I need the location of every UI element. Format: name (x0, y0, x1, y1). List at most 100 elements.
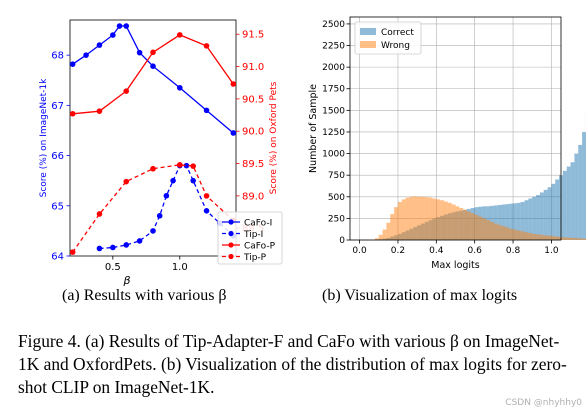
plot-a-ylabel-right: Score (%) on Oxford Pets (269, 81, 279, 194)
hist-bar-wrong (547, 235, 552, 240)
hist-bar-wrong (566, 237, 571, 240)
data-point-tip-i (163, 192, 170, 199)
hist-bar-correct (532, 196, 537, 240)
hist-bar-wrong (509, 228, 514, 240)
hist-bar-wrong (528, 233, 533, 240)
data-point-cafo-p (230, 81, 237, 87)
data-point-tip-p (176, 162, 183, 168)
plot-b-ytick-label: 2250 (322, 42, 345, 52)
hist-bar-wrong (501, 226, 506, 240)
data-point-cafo-i (110, 32, 116, 38)
series-line-tip-i (99, 164, 234, 250)
legend-marker-tip-i (228, 230, 234, 237)
hist-bar-wrong (582, 238, 586, 240)
plot-a-ytick-left-label: 67 (51, 101, 64, 112)
plot-b-ytick-label: 1750 (322, 85, 345, 95)
hist-bar-wrong (505, 227, 510, 240)
plot-a-ylabel-left: Score (%) on ImageNet-1k (39, 78, 49, 198)
data-point-cafo-p (203, 43, 210, 49)
data-point-cafo-i (96, 42, 103, 48)
hist-bar-wrong (467, 211, 471, 240)
hist-bar-correct (520, 201, 525, 240)
hist-bar-wrong (513, 229, 517, 240)
data-point-cafo-p (176, 32, 183, 38)
plot-b-ytick-label: 2500 (322, 20, 345, 30)
plot-b-frame (349, 16, 562, 241)
plot-b-ytick-label: 750 (328, 171, 345, 181)
data-point-cafo-p (69, 110, 76, 117)
hist-bar-correct (501, 204, 506, 240)
hist-bar-wrong (536, 234, 540, 240)
hist-bar-wrong (497, 224, 502, 240)
data-point-cafo-i (116, 23, 123, 29)
plot-a-ytick-right-label: 90.5 (242, 94, 264, 105)
hist-bar-wrong (413, 196, 418, 240)
plot-a-ytick-right-label: 89.0 (242, 191, 264, 202)
hist-bar-wrong (463, 209, 468, 240)
hist-bar-wrong (543, 235, 548, 240)
hist-bar-wrong (440, 200, 444, 240)
hist-bar-wrong (490, 221, 494, 240)
hist-bar-correct (516, 202, 521, 240)
hist-bar-correct (539, 192, 544, 240)
data-point-tip-p (123, 178, 130, 185)
subcaption-a: (a) Results with various β (62, 287, 227, 304)
data-point-cafo-i (136, 49, 143, 56)
data-point-tip-i (110, 244, 116, 251)
hist-bar-wrong (436, 199, 441, 240)
hist-bar-wrong (394, 207, 398, 240)
data-point-cafo-i (83, 52, 89, 58)
hist-bar-wrong (574, 238, 579, 240)
plot-b-xlabel: Max logits (431, 260, 480, 271)
data-point-cafo-i (203, 107, 210, 114)
hist-bar-wrong (578, 238, 583, 240)
hist-bar-wrong (474, 214, 479, 240)
plot-a-legend (217, 211, 283, 265)
hist-bar-wrong (386, 222, 391, 240)
plot-b-ytick-label: 250 (328, 214, 345, 224)
hist-bar-wrong (532, 233, 537, 240)
legend-swatch-correct (360, 28, 376, 35)
plot-a-ytick-left-label: 64 (51, 252, 64, 263)
data-point-tip-i (150, 228, 156, 234)
data-point-tip-p (190, 163, 196, 169)
hist-bar-correct (547, 187, 552, 240)
hist-bar-wrong (390, 214, 395, 240)
data-point-tip-p (150, 165, 156, 172)
hist-bar-wrong (493, 223, 498, 240)
plot-a-xtick-label: 0.5 (105, 262, 121, 273)
hist-bar-wrong (524, 232, 529, 240)
data-point-cafo-p (150, 49, 156, 56)
hist-bar-wrong (409, 196, 414, 240)
plot-a-xtick-label: 1.0 (172, 262, 188, 273)
plot-b-xtick-label: 0.0 (352, 246, 367, 256)
hist-bar-wrong (478, 216, 483, 240)
hist-bar-wrong (470, 213, 475, 240)
hist-bar-correct (543, 189, 548, 240)
hist-bar-wrong (428, 197, 433, 240)
data-point-tip-i (203, 208, 210, 214)
plot-b-xtick-label: 0.2 (391, 246, 405, 256)
data-point-cafo-i (230, 130, 237, 136)
hist-bar-wrong (401, 199, 406, 240)
plot-a-ytick-left-label: 68 (51, 51, 64, 62)
watermark: CSDN @nhyhhy0 (505, 398, 582, 408)
figure-caption: Figure 4. (a) Results of Tip-Adapter-F a… (18, 331, 567, 397)
data-point-tip-p (203, 193, 210, 199)
data-point-tip-p (96, 211, 103, 217)
hist-bar-wrong (378, 234, 383, 240)
plot-b-ytick-label: 0 (339, 236, 345, 246)
data-point-tip-i (123, 242, 130, 248)
hist-bar-wrong (432, 198, 437, 240)
hist-bar-wrong (459, 208, 464, 240)
hist-bar-wrong (486, 220, 491, 240)
data-point-tip-i (170, 177, 176, 184)
subcaption-b: (b) Visualization of max logits (322, 287, 518, 304)
data-point-tip-i (183, 162, 190, 169)
hist-bar-correct (505, 204, 510, 240)
hist-bar-correct (528, 198, 533, 240)
hist-bar-wrong (405, 197, 410, 240)
data-point-cafo-i (123, 23, 130, 29)
data-point-tip-p (69, 249, 76, 255)
hist-bar-correct (574, 153, 579, 240)
